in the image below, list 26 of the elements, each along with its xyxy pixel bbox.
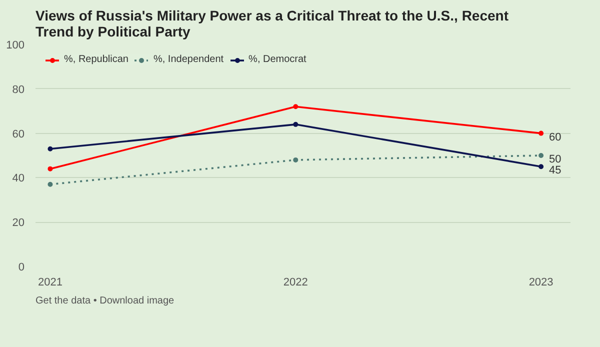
data-label: 45 — [549, 164, 562, 177]
y-tick-label: 80 — [12, 84, 25, 96]
point — [48, 166, 53, 172]
point — [293, 122, 298, 127]
legend-label: %, Democrat — [248, 54, 306, 65]
point — [538, 164, 544, 170]
point — [538, 130, 544, 136]
legend-label: %, Republican — [64, 54, 128, 65]
point — [48, 146, 53, 152]
legend-label: %, Independent — [153, 54, 224, 65]
y-tick-label: 60 — [12, 128, 25, 140]
point — [48, 182, 53, 187]
y-tick-label: 40 — [12, 172, 25, 185]
data-label: 60 — [549, 131, 562, 144]
chart-title: Views of Russia's Military Power as a Critical Threat to the U.S., Recent Trend by Political Party — [36, 8, 509, 40]
y-tick-label: 100 — [6, 40, 25, 52]
x-tick-label: 2023 — [528, 276, 554, 288]
point — [293, 157, 298, 162]
data-label: 50 — [549, 154, 562, 166]
text: Get the data • Download image — [36, 296, 175, 306]
x-tick-label: 2022 — [283, 276, 308, 288]
point — [538, 153, 544, 158]
y-tick-label: 20 — [12, 217, 25, 230]
point — [293, 104, 298, 110]
x-tick-label: 2021 — [38, 276, 62, 288]
y-tick-label: 0 — [18, 262, 25, 274]
